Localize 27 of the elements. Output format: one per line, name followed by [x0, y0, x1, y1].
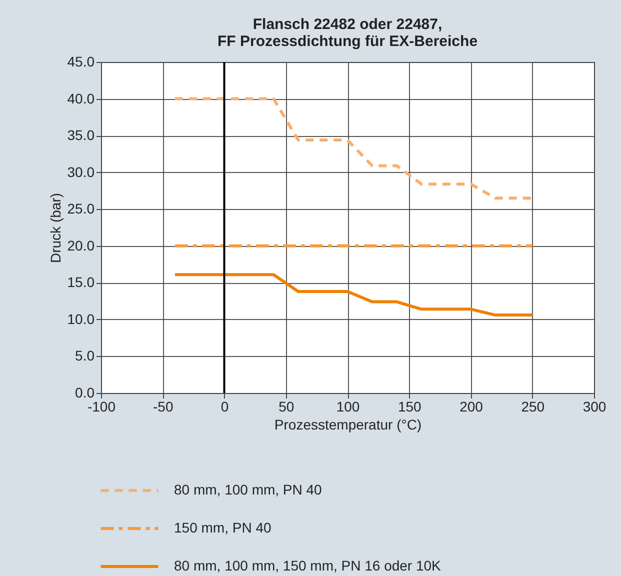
y-tick-label: 20.0	[67, 237, 95, 254]
y-tick-label: 35.0	[67, 127, 95, 144]
x-tick-label: 300	[582, 398, 606, 414]
x-tick-label: 250	[521, 398, 545, 414]
x-tick-label: -50	[153, 398, 174, 414]
legend-label: 150 mm, PN 40	[174, 520, 272, 536]
x-tick-label: 150	[398, 398, 422, 414]
y-tick-label: 5.0	[75, 348, 95, 364]
y-tick-label: 25.0	[67, 200, 95, 217]
chart-title: Flansch 22482 oder 22487, FF Prozessdichtung für EX-Bereiche	[217, 16, 478, 50]
line-series	[173, 97, 534, 200]
x-tick-label: 50	[278, 398, 294, 414]
y-tick-label: 0.0	[75, 384, 95, 400]
legend-label: 80 mm, 100 mm, 150 mm, PN 16 oder 10K	[174, 558, 442, 574]
x-tick-label: 0	[220, 398, 229, 414]
line-series	[173, 273, 534, 317]
y-tick-label: 15.0	[67, 274, 95, 290]
y-axis-title: Druck (bar)	[47, 192, 64, 264]
legend-label: 80 mm, 100 mm, PN 40	[174, 482, 322, 498]
x-tick-label: 100	[336, 398, 360, 414]
x-tick-label: 200	[460, 398, 484, 414]
x-axis-title: Prozesstemperatur (°C)	[274, 416, 422, 432]
y-tick-label: 40.0	[67, 90, 95, 106]
y-tick-label: 30.0	[67, 164, 95, 180]
x-tick-label: -100	[87, 398, 116, 414]
y-tick-label: 10.0	[67, 310, 95, 327]
y-tick-label: 45.0	[67, 54, 95, 70]
